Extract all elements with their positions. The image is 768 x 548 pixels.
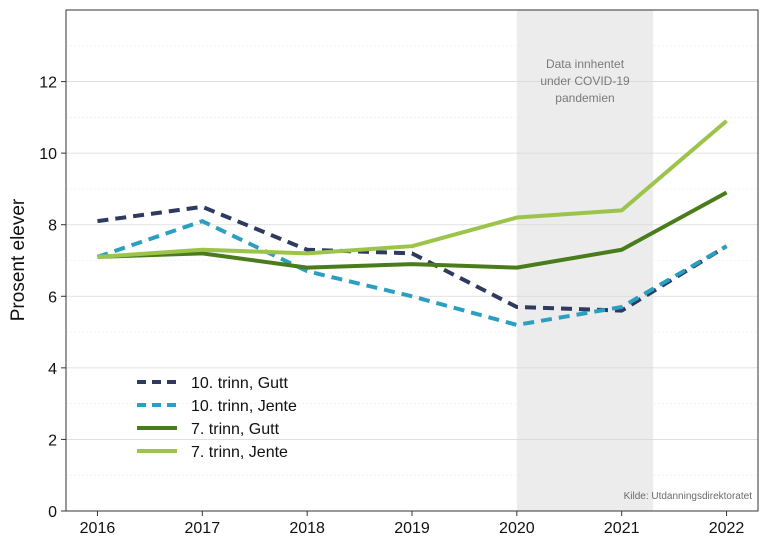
gridlines: [66, 9, 758, 512]
y-tick-label: 12: [39, 75, 57, 92]
x-axis-ticks: 2016 2017 2018 2019 2020 2021 2022: [80, 511, 745, 537]
x-tick-label: 2019: [394, 520, 430, 537]
source-note: Kilde: Utdanningsdirektoratet: [624, 491, 753, 502]
legend-label: 7. trinn, Jente: [191, 444, 288, 461]
x-tick-label: 2021: [604, 520, 640, 537]
covid-annotation-line: pandemien: [555, 91, 614, 105]
y-tick-label: 0: [48, 504, 57, 521]
legend-label: 10. trinn, Jente: [191, 398, 297, 415]
y-tick-label: 2: [48, 432, 57, 449]
y-axis-ticks: 0 2 4 6 8 10 12: [39, 75, 66, 521]
x-tick-label: 2017: [185, 520, 221, 537]
x-tick-label: 2018: [289, 520, 325, 537]
covid-annotation-line: under COVID-19: [540, 74, 630, 88]
legend-label: 7. trinn, Gutt: [191, 421, 280, 438]
y-tick-label: 10: [39, 146, 57, 163]
x-tick-label: 2020: [499, 520, 535, 537]
legend-label: 10. trinn, Gutt: [191, 375, 288, 392]
x-tick-label: 2022: [709, 520, 745, 537]
covid-annotation-line: Data innhentet: [546, 57, 625, 71]
y-tick-label: 8: [48, 218, 57, 235]
series-lines: [96, 119, 728, 327]
y-tick-label: 4: [48, 361, 57, 378]
covid-annotation: Data innhentet under COVID-19 pandemien: [540, 57, 630, 105]
y-axis-title: Prosent elever: [8, 198, 29, 321]
legend: 10. trinn, Gutt 10. trinn, Jente 7. trinn,…: [137, 375, 297, 461]
y-tick-label: 6: [48, 289, 57, 306]
x-tick-label: 2016: [80, 520, 116, 537]
